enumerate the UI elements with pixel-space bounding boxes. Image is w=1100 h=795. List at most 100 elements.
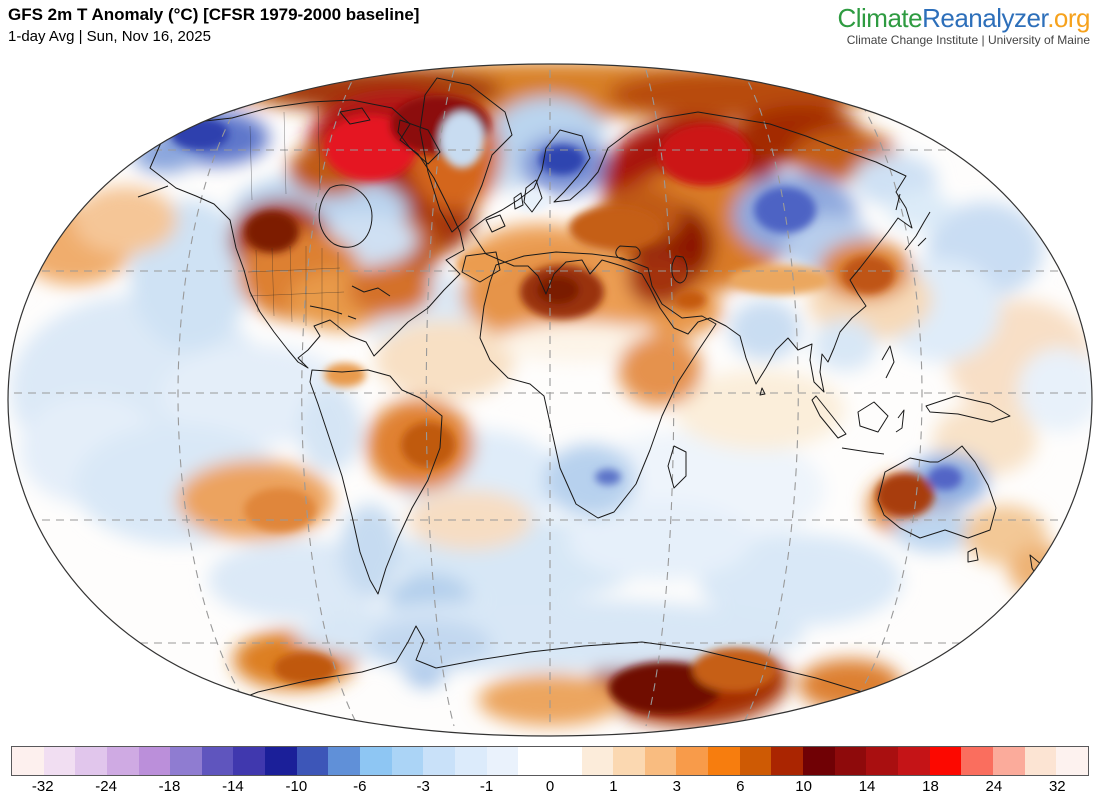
colorbar-tick-labels: -32 -24 -18 -14 -10 -6 -3 -1 0 1 3 6 10 14 18 24 32 <box>11 778 1089 795</box>
anomaly-blob <box>244 488 316 532</box>
anomaly-blob <box>537 276 579 304</box>
logo-tagline: Climate Change Institute | University of… <box>846 33 1090 47</box>
coast-tasmania <box>967 547 979 563</box>
coast-south-america <box>309 369 443 595</box>
colorbar-cell <box>43 747 76 775</box>
anomaly-blob <box>324 363 366 387</box>
colorbar-cell <box>454 747 487 775</box>
colorbar-tick: 1 <box>609 778 618 795</box>
meridian-line <box>301 69 359 727</box>
colorbar-tick: -6 <box>353 778 367 795</box>
logo-part-org: .org <box>1047 3 1090 33</box>
colorbar-tick: 14 <box>858 778 876 795</box>
logo-part-reanalyzer: Reanalyzer <box>922 3 1048 33</box>
colorbar-cell <box>739 747 772 775</box>
anomaly-blob <box>1018 348 1092 432</box>
coast-ireland <box>513 192 524 210</box>
anomaly-blob <box>698 534 902 626</box>
coast-north-america <box>149 99 465 369</box>
colorbar <box>11 746 1089 776</box>
anomaly-blob <box>928 466 962 490</box>
anomaly-blob <box>401 422 455 468</box>
colorbar-cell <box>897 747 930 775</box>
colorbar-cell <box>201 747 234 775</box>
coast-greenland <box>419 77 513 233</box>
coast-eurasia <box>469 111 913 393</box>
coast-sumatra <box>811 395 847 439</box>
colorbar-cell <box>391 747 424 775</box>
coast-britain <box>523 179 543 213</box>
coast-japan <box>895 193 931 251</box>
anomaly-blob <box>730 265 830 295</box>
logo-part-climate: Climate <box>837 3 923 33</box>
site-logo-wordmark[interactable]: ClimateReanalyzer.org <box>837 4 1090 32</box>
anomaly-blob <box>440 112 484 168</box>
colorbar-cell <box>1024 747 1057 775</box>
state-borders <box>247 105 345 330</box>
anomaly-blob <box>842 256 894 294</box>
coast-antarctica <box>211 625 901 711</box>
anomaly-blob <box>609 662 721 714</box>
anomaly-blob <box>245 211 299 253</box>
coast-sri-lanka <box>759 387 766 396</box>
anomaly-field-cores <box>171 95 962 714</box>
colorbar-cell <box>75 747 107 775</box>
anomaly-blob <box>729 300 801 360</box>
anomaly-blob <box>1008 544 1072 596</box>
anomaly-blob <box>888 190 952 230</box>
coast-africa <box>479 251 717 519</box>
anomaly-blob <box>514 188 550 212</box>
colorbar-cell <box>581 747 614 775</box>
colorbar-cell <box>233 747 266 775</box>
coast-new-guinea <box>925 395 1011 423</box>
colorbar-tick: 3 <box>672 778 681 795</box>
anomaly-blob <box>693 648 777 692</box>
coast-arctic-islands <box>339 107 371 125</box>
anomaly-blob <box>893 508 977 552</box>
colorbar-tick: -1 <box>479 778 494 795</box>
anomaly-blob <box>876 473 934 517</box>
colorbar-cell <box>613 747 645 775</box>
anomaly-blob <box>478 674 622 726</box>
meridian-line <box>177 69 263 727</box>
meridian-line <box>645 69 675 727</box>
anomaly-blob <box>813 319 877 371</box>
anomaly-map <box>0 60 1100 740</box>
coast-caspian <box>671 255 688 284</box>
coast-madagascar <box>667 445 687 489</box>
coast-philippines <box>881 345 895 379</box>
coast-great-lakes <box>351 285 391 297</box>
colorbar-tick: -10 <box>285 778 308 795</box>
graticule <box>8 69 1092 727</box>
coast-iceland <box>485 214 506 233</box>
anomaly-blob <box>569 206 661 250</box>
anomaly-blob <box>544 444 636 516</box>
colorbar-cell <box>992 747 1025 775</box>
anomaly-blob <box>298 388 362 472</box>
colorbar-cell <box>866 747 898 775</box>
colorbar-cell <box>708 747 740 775</box>
anomaly-blob <box>618 334 702 406</box>
colorbar-cell <box>771 747 804 775</box>
coast-java <box>841 447 885 455</box>
colorbar-tick: -24 <box>95 778 117 795</box>
colorbar-cell <box>834 747 867 775</box>
anomaly-blob <box>659 124 751 186</box>
world-map-svg <box>7 63 1093 737</box>
anomaly-blob <box>539 145 585 175</box>
colorbar-cell <box>518 747 550 775</box>
site-logo[interactable]: ClimateReanalyzer.org Climate Change Ins… <box>837 4 1090 47</box>
colorbar-cell <box>360 747 392 775</box>
colorbar-cell <box>644 747 677 775</box>
anomaly-blob <box>628 254 692 306</box>
anomaly-blob <box>340 504 400 596</box>
coast-iberia <box>461 251 501 283</box>
colorbar-cell <box>170 747 202 775</box>
colorbar-cell <box>1056 747 1088 775</box>
anomaly-blob <box>375 320 515 400</box>
anomaly-blob <box>348 264 432 316</box>
colorbar-tick: -3 <box>416 778 430 795</box>
colorbar-cell <box>961 747 993 775</box>
colorbar-tick: -18 <box>158 778 181 795</box>
anomaly-blob <box>73 186 177 254</box>
